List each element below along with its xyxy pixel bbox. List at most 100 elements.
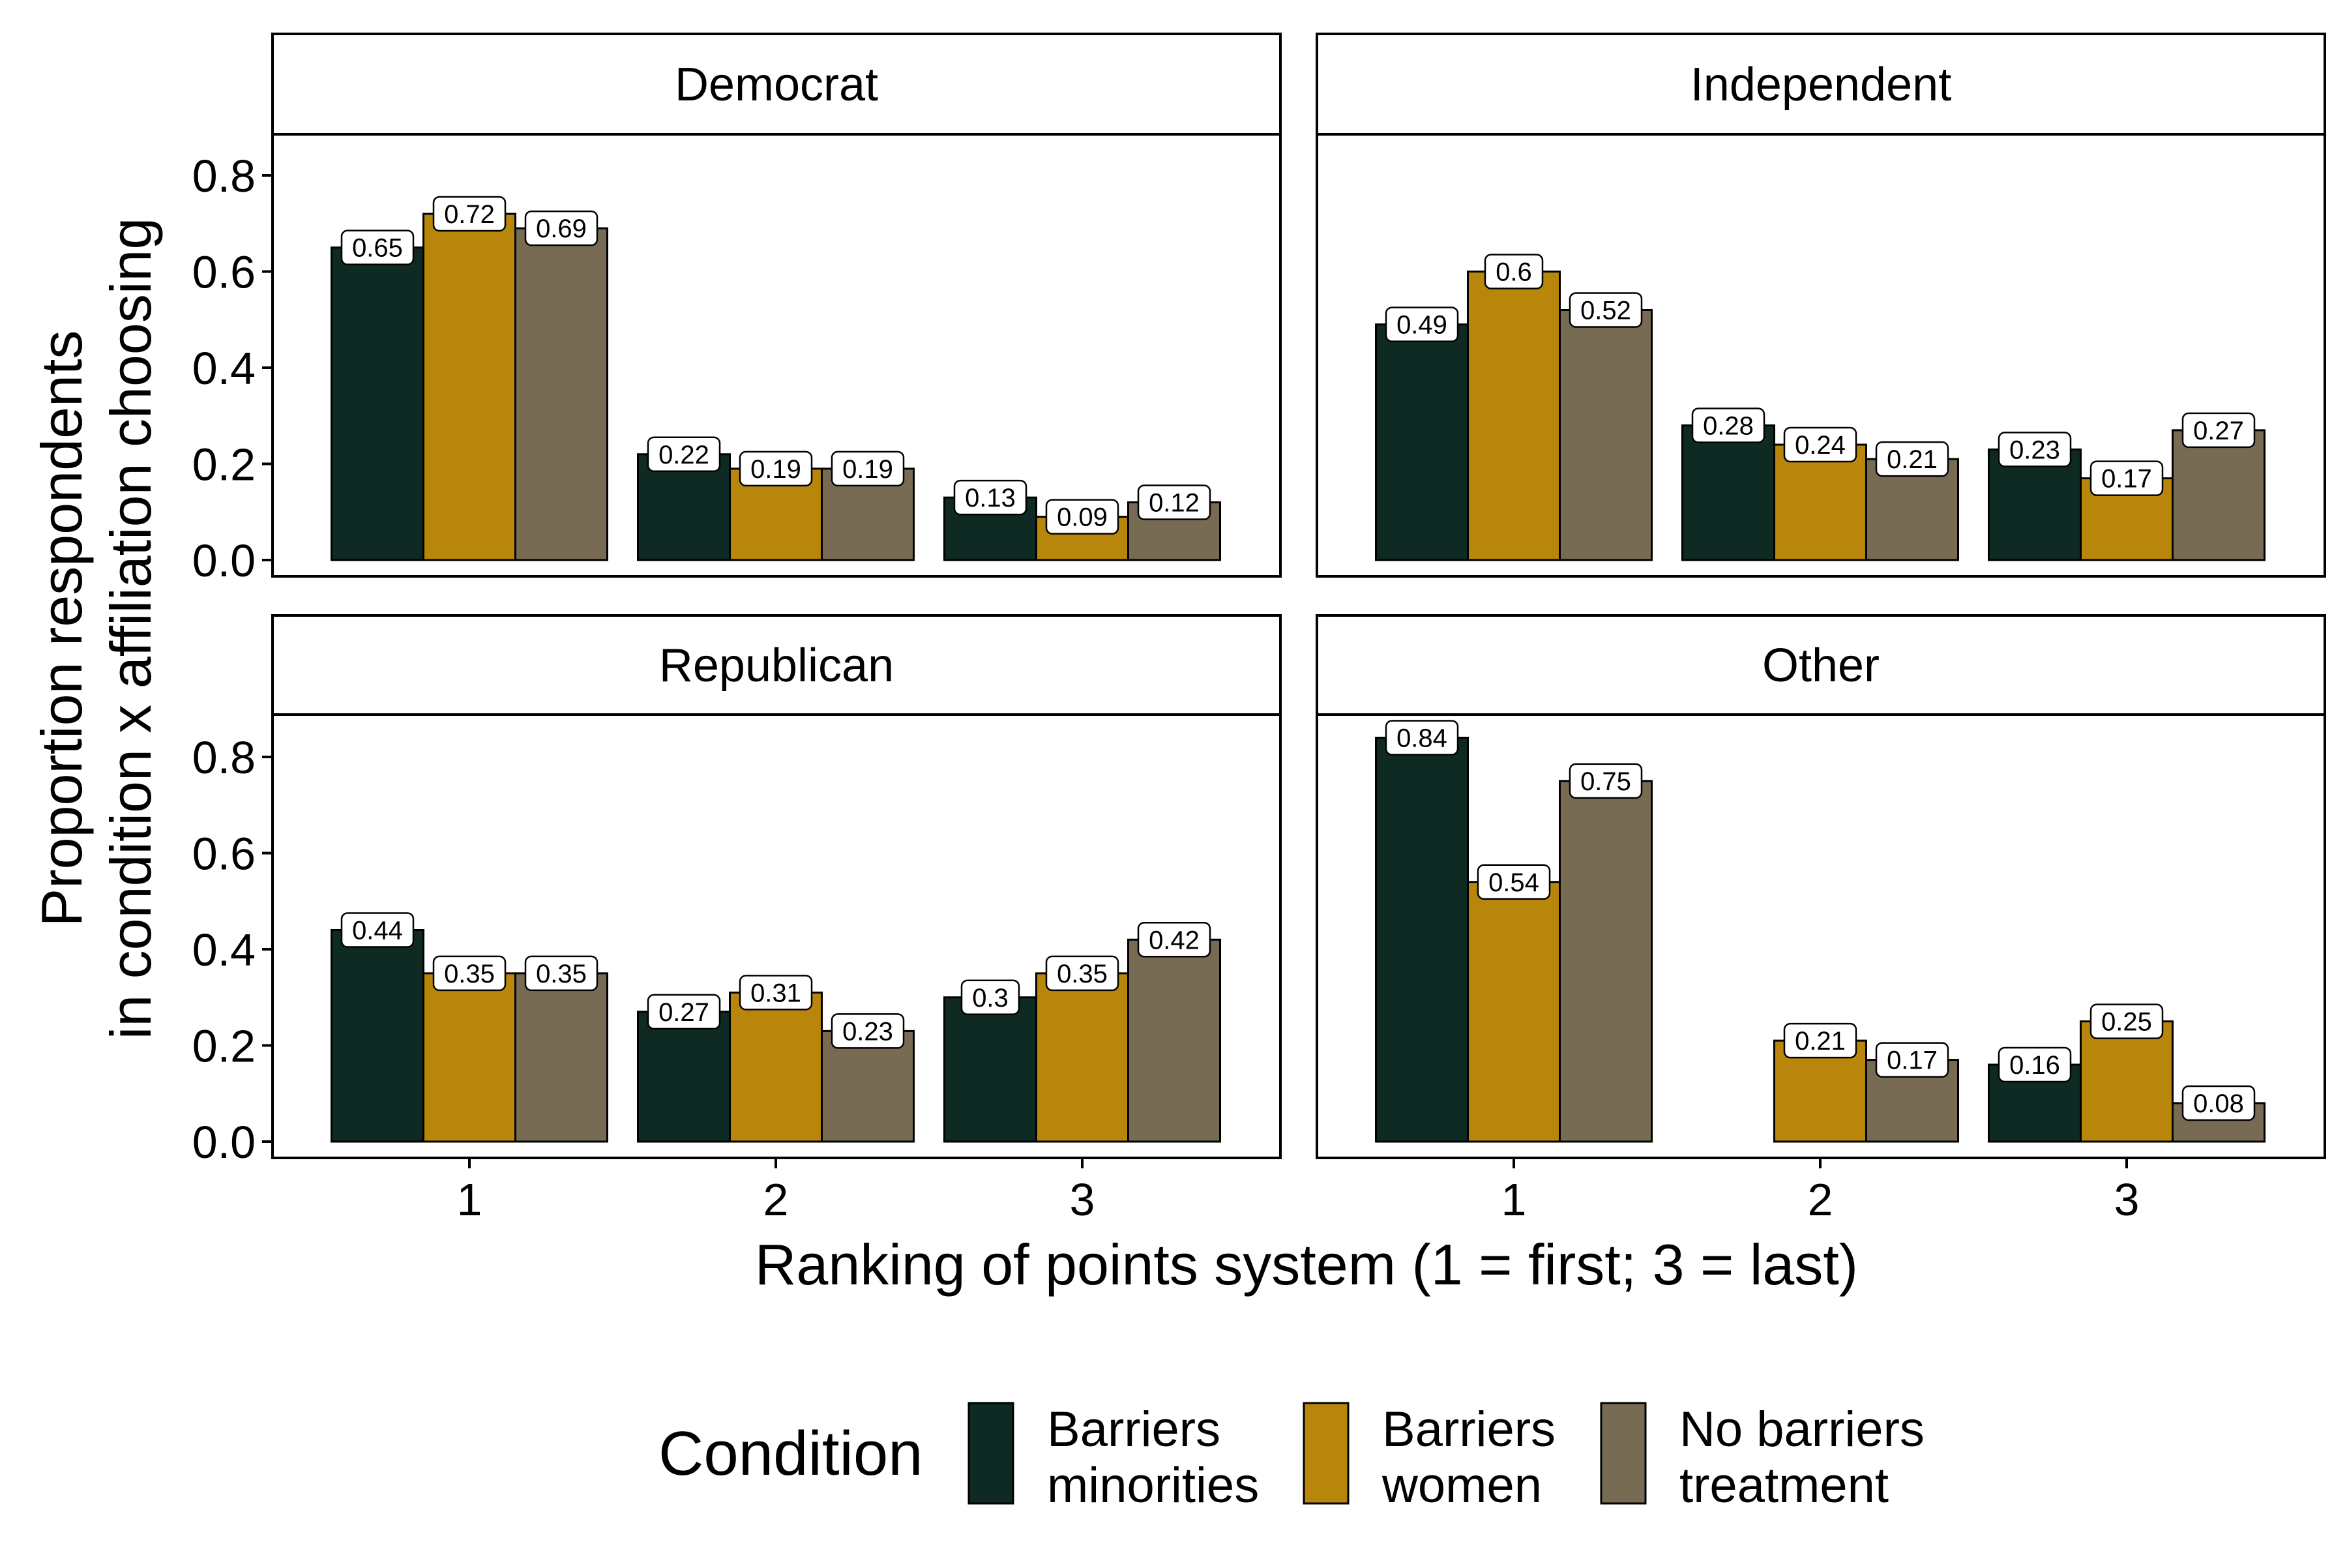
data-label-box: [1998, 432, 2072, 467]
data-label-box: [647, 436, 721, 472]
data-label: 0.31: [750, 979, 801, 1007]
data-label: 0.35: [536, 960, 587, 988]
y-tick-label: 0.8: [192, 732, 256, 783]
data-label-box: [1385, 720, 1459, 756]
panel-border: [271, 133, 1282, 578]
y-tick-label: 0.0: [192, 1117, 256, 1168]
facet-title: Independent: [1690, 59, 1951, 111]
data-label: 0.3: [972, 984, 1009, 1013]
data-label-box: [524, 955, 598, 992]
data-label: 0.44: [352, 917, 403, 945]
data-label-box: [1569, 763, 1643, 799]
data-label-box: [1385, 306, 1459, 342]
bar: [1127, 938, 1221, 1143]
bar: [821, 1029, 915, 1143]
data-label: 0.08: [2193, 1089, 2244, 1118]
bar: [943, 996, 1037, 1143]
facet-title: Democrat: [675, 59, 878, 111]
x-tick-label: 2: [763, 1174, 789, 1225]
bar: [1467, 271, 1561, 561]
bar: [1375, 323, 1469, 561]
data-label-box: [739, 975, 813, 1011]
legend-key: [967, 1402, 1014, 1505]
data-label-box: [2089, 460, 2164, 496]
legend-label-line: women: [1381, 1458, 1542, 1513]
data-label: 0.16: [2009, 1051, 2060, 1080]
y-tick-label: 0.4: [192, 343, 256, 394]
data-label-box: [1875, 441, 1949, 477]
panel-democrat: Democrat 0.65 0.22 0.13 0.72 0.19 0.09 0.69 0.19…: [192, 33, 1282, 586]
panel-republican: Republican 0.44 0.27 0.3 0.35 0.31 0.35 0.35 0.2…: [192, 614, 1282, 1225]
bar: [1988, 448, 2082, 561]
data-label: 0.28: [1703, 412, 1754, 441]
data-label-box: [1875, 1042, 1949, 1078]
facet-title: Other: [1762, 640, 1880, 692]
data-label-box: [1484, 254, 1544, 289]
data-label: 0.27: [2193, 417, 2244, 445]
data-label: 0.19: [750, 455, 801, 484]
data-label-box: [1137, 922, 1211, 958]
legend-label-line: Barriers: [1047, 1402, 1220, 1457]
data-label: 0.54: [1488, 868, 1539, 897]
x-tick-label: 3: [1070, 1174, 1095, 1225]
data-label-box: [1691, 407, 1765, 443]
bar: [729, 991, 823, 1143]
data-label-box: [960, 979, 1020, 1015]
data-label: 0.19: [842, 455, 893, 484]
data-label-box: [432, 196, 507, 232]
data-label: 0.42: [1149, 926, 1200, 954]
data-label: 0.27: [658, 998, 709, 1027]
bar: [331, 246, 424, 561]
x-tick-label: 1: [457, 1174, 482, 1225]
data-label-box: [1137, 484, 1211, 520]
bar: [514, 227, 608, 561]
bar: [422, 213, 516, 561]
data-label: 0.21: [1887, 445, 1938, 474]
data-label-box: [953, 479, 1027, 516]
data-label: 0.35: [444, 960, 495, 988]
y-axis-title-line: Proportion respondents: [29, 331, 94, 927]
data-label-box: [2181, 1085, 2256, 1121]
data-label: 0.35: [1057, 960, 1108, 988]
data-label: 0.69: [536, 214, 587, 243]
data-label: 0.25: [2101, 1008, 2152, 1037]
bar: [1467, 881, 1561, 1143]
legend-label: Barriers women: [1381, 1402, 1556, 1513]
bar: [1773, 443, 1867, 561]
data-label-box: [739, 451, 813, 487]
legend-label-line: Barriers: [1382, 1402, 1556, 1457]
data-label: 0.84: [1396, 724, 1447, 753]
bar: [1559, 780, 1653, 1143]
y-tick-label: 0.6: [192, 829, 256, 880]
data-label-box: [831, 451, 905, 487]
data-label: 0.24: [1795, 431, 1846, 460]
facet-strip: [1316, 33, 2326, 136]
data-label-box: [432, 955, 507, 992]
data-label-box: [831, 1013, 905, 1049]
data-label-box: [1783, 426, 1857, 463]
data-label-box: [1477, 864, 1551, 900]
data-label: 0.65: [352, 234, 403, 263]
y-tick-label: 0.2: [192, 1021, 256, 1072]
bar: [514, 972, 608, 1143]
panel-independent: Independent 0.49 0.28 0.23 0.6 0.24 0.17 0.52 0.…: [1316, 33, 2326, 578]
data-label: 0.23: [2009, 436, 2060, 464]
data-label-box: [1045, 499, 1119, 535]
data-label-box: [1045, 955, 1119, 992]
data-label: 0.75: [1580, 767, 1631, 796]
data-label: 0.52: [1580, 297, 1631, 325]
bar: [1375, 737, 1469, 1143]
x-tick-label: 3: [2114, 1174, 2140, 1225]
panel-border: [1316, 133, 2326, 578]
data-label: 0.21: [1795, 1027, 1846, 1056]
legend-label-line: treatment: [1679, 1458, 1889, 1513]
legend-title: Condition: [658, 1419, 923, 1488]
bar: [1559, 309, 1653, 561]
legend-label-line: No barriers: [1679, 1402, 1925, 1457]
data-label-box: [524, 210, 598, 246]
x-tick-label: 1: [1501, 1174, 1527, 1225]
y-tick-label: 0.6: [192, 247, 256, 298]
bar: [422, 972, 516, 1143]
